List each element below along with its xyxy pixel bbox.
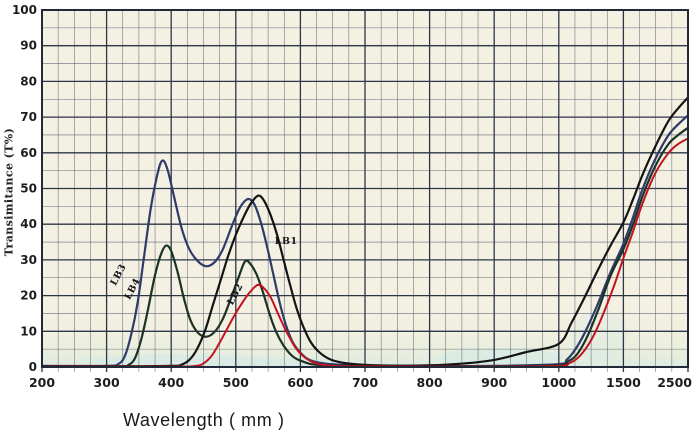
- curve-lb1: [40, 96, 690, 368]
- y-tick-label-20: 20: [20, 289, 37, 303]
- y-tick-label-0: 0: [29, 360, 37, 374]
- x-axis-title: Wavelength ( mm ): [123, 410, 285, 430]
- y-tick-label-50: 50: [20, 182, 37, 196]
- y-axis-title: Transimitance (T%): [2, 127, 16, 257]
- x-tick-label-600: 600: [287, 375, 313, 390]
- curves: [40, 96, 690, 368]
- y-tick-label-100: 100: [12, 3, 37, 17]
- curve-label-lb1: LB1: [275, 236, 298, 247]
- x-tick-label-2500: 2500: [657, 375, 692, 390]
- x-tick-label-1500: 1500: [606, 375, 641, 390]
- y-tick-labels: 0 10 20 30 40 50 60 70 80 90 100: [12, 3, 37, 374]
- y-tick-label-30: 30: [20, 253, 37, 267]
- x-tick-labels: 200 300 400 500 600 700 800 900 1000 1500 2500: [29, 375, 692, 390]
- x-tick-label-300: 300: [94, 375, 120, 390]
- y-tick-label-60: 60: [20, 146, 37, 160]
- curve-lb2: [41, 137, 689, 368]
- x-tick-label-1000: 1000: [541, 375, 576, 390]
- y-tick-label-80: 80: [20, 74, 37, 88]
- x-tick-label-400: 400: [158, 375, 184, 390]
- curve-lb3: [40, 114, 690, 368]
- x-tick-label-200: 200: [29, 375, 55, 390]
- x-tick-label-900: 900: [481, 375, 507, 390]
- x-tick-label-800: 800: [417, 375, 443, 390]
- x-tick-label-500: 500: [223, 375, 249, 390]
- x-tick-label-700: 700: [352, 375, 378, 390]
- y-tick-label-10: 10: [20, 324, 37, 338]
- y-tick-label-40: 40: [20, 217, 37, 231]
- plot-border: [41, 9, 689, 368]
- scan-tint: [85, 309, 628, 368]
- y-tick-label-70: 70: [20, 110, 37, 124]
- y-tick-label-90: 90: [20, 39, 37, 53]
- grid-minor: [42, 10, 688, 372]
